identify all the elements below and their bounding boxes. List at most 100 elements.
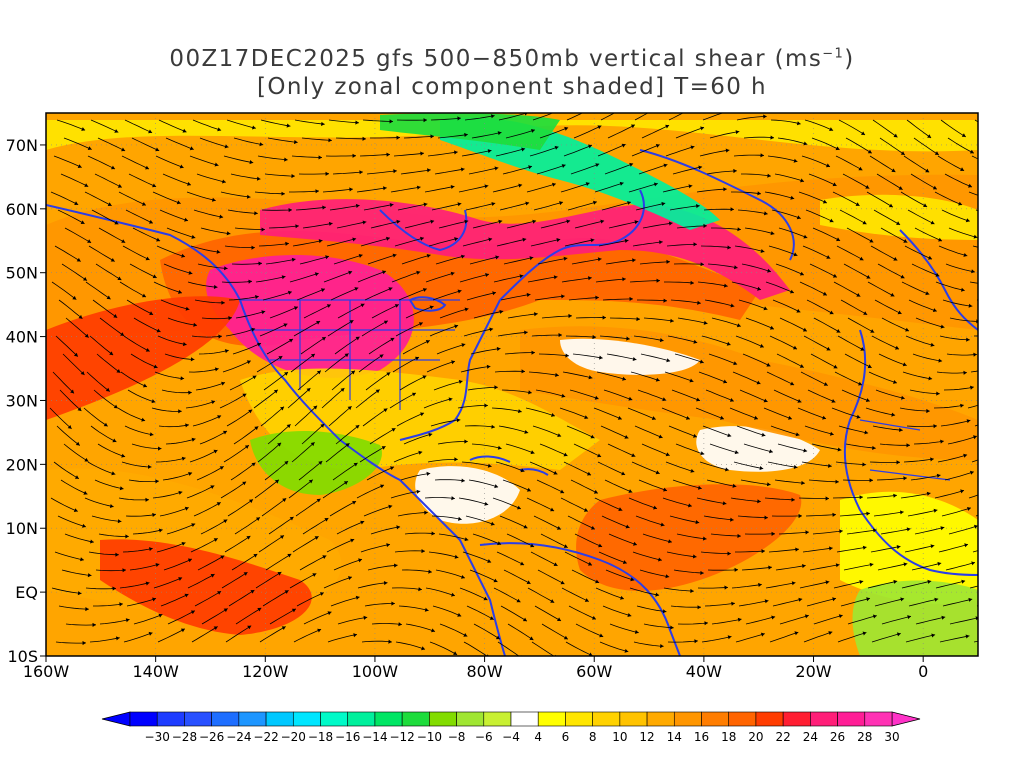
streamline-arrow bbox=[1002, 598, 1006, 602]
streamline-arrow bbox=[999, 248, 1003, 252]
colorbar-label: 10 bbox=[612, 730, 627, 744]
streamline-arrow bbox=[1009, 230, 1013, 234]
colorbar-swatch bbox=[865, 712, 892, 726]
colorbar-swatch bbox=[538, 712, 565, 726]
lat-tick-label: 40N bbox=[6, 328, 38, 347]
colorbar-label: 4 bbox=[534, 730, 542, 744]
streamline-arrow bbox=[1003, 298, 1007, 302]
streamline-arrow bbox=[1002, 380, 1006, 384]
streamline-arrow bbox=[692, 106, 696, 110]
streamline-arrow bbox=[1000, 331, 1004, 335]
colorbar-swatch bbox=[838, 712, 865, 726]
streamline-arrow bbox=[557, 109, 561, 113]
colorbar-min-arrow bbox=[102, 712, 130, 726]
streamline-arrow bbox=[996, 450, 1000, 454]
streamline bbox=[975, 120, 1002, 134]
streamline-arrow bbox=[999, 414, 1003, 418]
streamline bbox=[976, 506, 1004, 516]
colorbar-swatch bbox=[130, 712, 157, 726]
lon-tick-label: 140W bbox=[132, 662, 179, 681]
streamline-arrow bbox=[993, 398, 997, 402]
colorbar-label: 12 bbox=[639, 730, 654, 744]
colorbar-swatch bbox=[293, 712, 320, 726]
streamline bbox=[983, 524, 1011, 534]
colorbar-swatch bbox=[620, 712, 647, 726]
colorbar-label: −28 bbox=[172, 730, 197, 744]
colorbar-label: 14 bbox=[667, 730, 682, 744]
colorbar-swatch bbox=[212, 712, 239, 726]
lon-tick-label: 120W bbox=[242, 662, 289, 681]
streamline-arrow bbox=[996, 282, 999, 286]
lat-tick-label: 50N bbox=[6, 264, 38, 283]
streamline-arrow bbox=[1007, 524, 1011, 528]
streamline bbox=[977, 299, 1007, 300]
lat-tick-label: 10N bbox=[6, 519, 38, 538]
colorbar-swatch bbox=[348, 712, 375, 726]
colorbar-label: −4 bbox=[502, 730, 520, 744]
colorbar-label: −26 bbox=[199, 730, 224, 744]
streamline-arrow bbox=[998, 131, 1002, 135]
streamline bbox=[980, 562, 1009, 570]
colorbar-label: −6 bbox=[475, 730, 493, 744]
colorbar-swatch bbox=[810, 712, 837, 726]
streamline bbox=[978, 380, 1006, 390]
colorbar-label: 28 bbox=[857, 730, 872, 744]
colorbar-swatch bbox=[702, 712, 729, 726]
streamline-arrow bbox=[995, 580, 999, 584]
streamline-arrow bbox=[1005, 431, 1009, 435]
colorbar-swatch bbox=[429, 712, 456, 726]
colorbar-label: −16 bbox=[335, 730, 360, 744]
streamline-arrow bbox=[996, 364, 1000, 368]
streamline-arrow bbox=[1004, 180, 1008, 184]
lon-tick-label: 20W bbox=[795, 662, 831, 681]
streamline-arrow bbox=[1003, 468, 1007, 472]
colorbar: −30 −28 −26 −24 −22 −20 −18 −16 −14 −12 −10 −8 −6 −4 4… bbox=[102, 712, 920, 744]
colorbar-label: −18 bbox=[308, 730, 333, 744]
colorbar-label: −24 bbox=[226, 730, 251, 744]
colorbar-swatch bbox=[783, 712, 810, 726]
lat-tick-label: EQ bbox=[15, 583, 38, 602]
colorbar-label: 22 bbox=[776, 730, 791, 744]
map-plot-area bbox=[46, 105, 1014, 659]
streamline-arrow bbox=[1000, 505, 1004, 509]
colorbar-swatch bbox=[239, 712, 266, 726]
colorbar-swatch bbox=[184, 712, 211, 726]
colorbar-swatch bbox=[321, 712, 348, 726]
streamline bbox=[979, 174, 1008, 183]
streamline-arrow bbox=[1006, 346, 1010, 350]
colorbar-label: −10 bbox=[417, 730, 442, 744]
colorbar-label: 20 bbox=[748, 730, 763, 744]
streamline-arrow bbox=[998, 542, 1002, 546]
lon-tick-label: 160W bbox=[23, 662, 70, 681]
streamline bbox=[983, 228, 1013, 232]
streamline bbox=[982, 138, 1010, 149]
colorbar-label: −30 bbox=[145, 730, 170, 744]
colorbar-swatch bbox=[266, 712, 293, 726]
colorbar-label: 16 bbox=[694, 730, 709, 744]
colorbar-label: 24 bbox=[803, 730, 818, 744]
streamline-arrow bbox=[623, 106, 627, 110]
colorbar-label: −12 bbox=[389, 730, 414, 744]
colorbar-swatch bbox=[484, 712, 511, 726]
colorbar-swatch bbox=[593, 712, 620, 726]
streamline bbox=[975, 415, 1003, 426]
streamline bbox=[979, 468, 1007, 480]
streamline-arrow bbox=[1006, 264, 1010, 268]
lat-tick-label: 70N bbox=[6, 136, 38, 155]
lon-tick-label: 80W bbox=[466, 662, 502, 681]
streamline-arrow bbox=[657, 105, 661, 109]
colorbar-swatch bbox=[402, 712, 429, 726]
streamline bbox=[984, 314, 1014, 318]
colorbar-swatch bbox=[457, 712, 484, 726]
streamline-arrow bbox=[994, 198, 998, 202]
colorbar-swatch bbox=[729, 712, 756, 726]
colorbar-swatch bbox=[674, 712, 701, 726]
lat-tick-label: 60N bbox=[6, 200, 38, 219]
colorbar-swatch bbox=[157, 712, 184, 726]
streamline bbox=[982, 431, 1009, 444]
streamline-arrow bbox=[1010, 313, 1014, 317]
colorbar-swatch bbox=[375, 712, 402, 726]
colorbar-swatch bbox=[565, 712, 592, 726]
colorbar-label: 6 bbox=[562, 730, 570, 744]
